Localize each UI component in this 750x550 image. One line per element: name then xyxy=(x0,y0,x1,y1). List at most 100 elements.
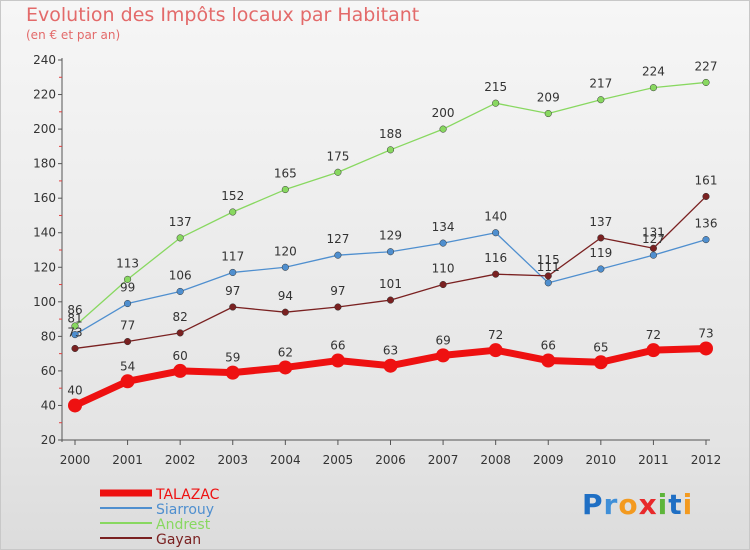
data-label-gayan: 115 xyxy=(537,253,560,267)
legend-label-talazac: TALAZAC xyxy=(155,487,220,503)
data-label-siarrouy: 136 xyxy=(695,217,718,231)
data-point-gayan xyxy=(176,329,184,337)
data-label-gayan: 97 xyxy=(330,284,345,298)
y-tick-label: 140 xyxy=(33,226,56,240)
data-label-talazac: 40 xyxy=(67,383,82,397)
data-label-siarrouy: 134 xyxy=(432,220,455,234)
data-point-siarrouy xyxy=(229,268,237,277)
data-point-andrest xyxy=(124,275,132,283)
data-point-gayan xyxy=(386,296,395,304)
data-point-gayan xyxy=(597,234,605,242)
data-point-talazac xyxy=(436,348,451,363)
data-point-talazac xyxy=(173,363,188,378)
data-label-siarrouy: 119 xyxy=(589,246,612,260)
y-tick-label: 20 xyxy=(41,433,56,447)
data-label-andrest: 227 xyxy=(695,59,718,73)
x-tick-label: 2012 xyxy=(691,453,722,467)
y-tick-label: 80 xyxy=(41,329,56,343)
x-tick-label: 2005 xyxy=(323,453,354,467)
data-label-siarrouy: 117 xyxy=(221,249,244,263)
legend-label-andrest: Andrest xyxy=(156,517,211,533)
chart-subtitle: (en € et par an) xyxy=(26,28,121,42)
data-label-gayan: 137 xyxy=(589,215,612,229)
y-tick-label: 240 xyxy=(33,53,56,67)
data-point-gayan xyxy=(229,303,237,311)
data-point-andrest xyxy=(649,84,657,92)
data-point-siarrouy xyxy=(702,236,710,244)
data-point-siarrouy xyxy=(492,229,500,237)
data-point-siarrouy xyxy=(124,299,132,308)
data-point-gayan xyxy=(702,192,710,201)
y-tick-label: 160 xyxy=(33,191,56,205)
data-label-gayan: 116 xyxy=(484,251,507,265)
data-point-andrest xyxy=(71,322,79,330)
data-point-talazac xyxy=(278,360,293,375)
data-point-siarrouy xyxy=(439,239,447,247)
legend-label-siarrouy: Siarrouy xyxy=(156,502,214,518)
data-label-siarrouy: 81 xyxy=(67,312,82,326)
data-label-siarrouy: 127 xyxy=(326,232,349,246)
data-label-talazac: 54 xyxy=(120,359,135,373)
logo-letter: i xyxy=(682,488,694,521)
x-tick-label: 2009 xyxy=(533,453,564,467)
data-point-siarrouy xyxy=(649,251,657,259)
data-label-talazac: 66 xyxy=(330,339,345,353)
data-label-talazac: 59 xyxy=(225,351,240,365)
x-tick-label: 2008 xyxy=(480,453,511,467)
y-tick-label: 60 xyxy=(41,364,56,378)
data-point-siarrouy xyxy=(176,287,184,296)
data-point-talazac xyxy=(699,341,713,356)
logo-letter: P xyxy=(582,488,604,521)
data-point-andrest xyxy=(492,99,500,107)
x-tick-label: 2004 xyxy=(270,453,301,467)
data-point-gayan xyxy=(334,303,342,311)
data-point-gayan xyxy=(492,270,500,278)
data-point-andrest xyxy=(702,78,710,87)
data-point-siarrouy xyxy=(71,331,79,339)
data-label-gayan: 82 xyxy=(173,310,188,324)
data-label-siarrouy: 140 xyxy=(484,210,507,224)
data-point-andrest xyxy=(386,146,395,154)
data-point-gayan xyxy=(281,308,289,316)
data-point-siarrouy xyxy=(334,251,342,259)
data-point-talazac xyxy=(68,398,82,413)
data-label-gayan: 131 xyxy=(642,225,665,239)
data-label-andrest: 209 xyxy=(537,91,560,105)
data-label-talazac: 72 xyxy=(646,328,661,342)
data-point-andrest xyxy=(281,185,289,194)
data-point-andrest xyxy=(229,208,237,216)
data-label-gayan: 73 xyxy=(67,325,82,339)
data-label-andrest: 188 xyxy=(379,127,402,141)
data-label-siarrouy: 99 xyxy=(120,281,135,295)
proxiti-logo: Proxiti xyxy=(582,488,693,521)
data-label-siarrouy: 106 xyxy=(169,268,192,282)
x-tick-label: 2000 xyxy=(60,453,91,467)
y-tick-label: 120 xyxy=(33,260,56,274)
y-tick-label: 200 xyxy=(33,122,56,136)
data-point-siarrouy xyxy=(597,265,605,273)
data-point-gayan xyxy=(649,244,657,252)
data-point-gayan xyxy=(544,272,552,280)
data-point-siarrouy xyxy=(281,263,289,271)
data-point-talazac xyxy=(593,355,608,370)
data-point-andrest xyxy=(439,125,447,133)
data-point-talazac xyxy=(225,365,240,380)
data-label-talazac: 66 xyxy=(541,339,556,353)
data-point-talazac xyxy=(541,353,556,368)
x-tick-label: 2002 xyxy=(165,453,196,467)
data-point-gayan xyxy=(124,337,132,346)
y-tick-label: 220 xyxy=(33,88,56,102)
data-label-gayan: 94 xyxy=(278,289,293,303)
data-point-andrest xyxy=(176,234,184,242)
y-tick-label: 40 xyxy=(41,398,56,412)
data-label-gayan: 77 xyxy=(120,319,135,333)
data-point-siarrouy xyxy=(544,279,552,287)
data-label-andrest: 86 xyxy=(67,303,82,317)
logo-letter: o xyxy=(618,488,639,521)
data-label-talazac: 73 xyxy=(698,326,713,340)
data-point-talazac xyxy=(383,358,398,373)
logo-letter: r xyxy=(603,488,619,521)
data-label-gayan: 161 xyxy=(695,173,718,187)
data-label-talazac: 62 xyxy=(278,345,293,359)
